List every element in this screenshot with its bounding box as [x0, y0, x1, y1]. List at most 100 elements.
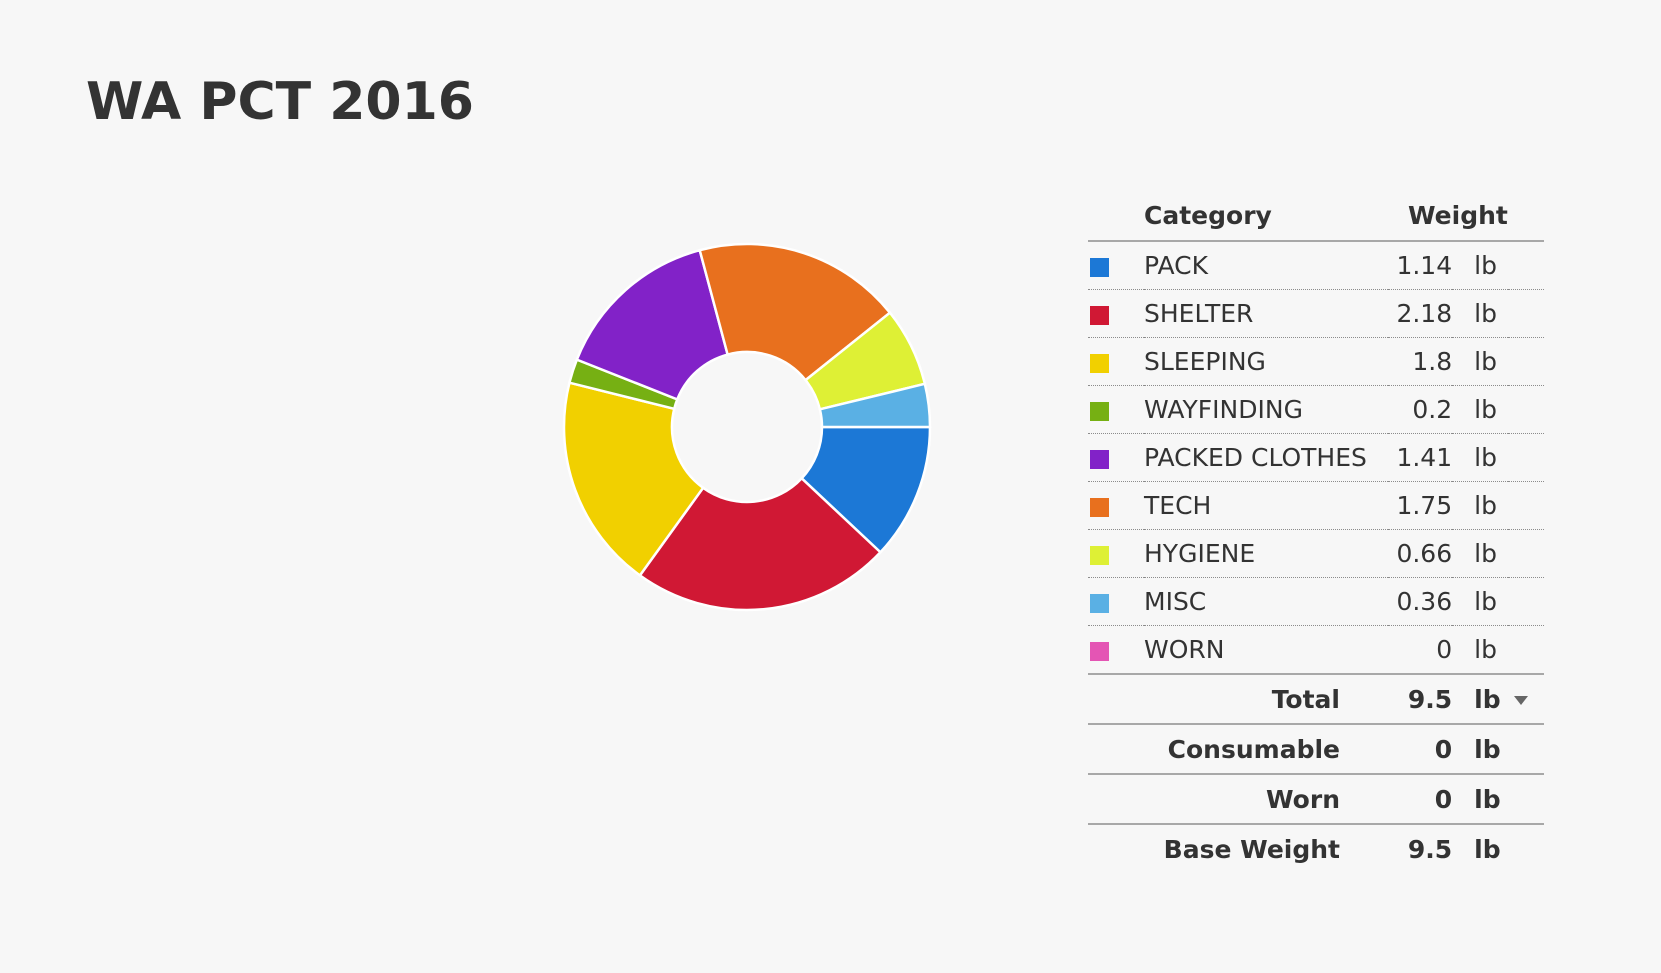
base-weight-spacer: [1508, 824, 1544, 873]
worn-label: Worn: [1088, 774, 1388, 825]
category-weight-unit: lb: [1452, 481, 1508, 530]
category-weight-unit: lb: [1452, 337, 1508, 386]
base-weight-row: Base Weight 9.5 lb: [1088, 824, 1544, 873]
category-weight-value: 0: [1388, 625, 1453, 675]
category-swatch-cell: [1088, 289, 1144, 338]
category-swatch-cell: [1088, 337, 1144, 386]
consumable-value: 0: [1388, 724, 1453, 775]
category-row: PACKED CLOTHES 1.41 lb: [1088, 433, 1544, 482]
total-label: Total: [1088, 674, 1388, 725]
category-weight-value: 1.14: [1388, 241, 1453, 290]
category-weight-unit: lb: [1452, 241, 1508, 290]
category-row-spacer: [1508, 385, 1544, 434]
category-weight-unit: lb: [1452, 625, 1508, 675]
donut-slice-pack[interactable]: [800, 425, 932, 554]
category-name: SLEEPING: [1144, 337, 1388, 386]
category-row-spacer: [1508, 625, 1544, 675]
chevron-down-icon[interactable]: [1514, 696, 1528, 705]
category-weight-value: 2.18: [1388, 289, 1453, 338]
category-row-spacer: [1508, 241, 1544, 290]
donut-slice-tech[interactable]: [698, 242, 892, 382]
category-row: WORN 0 lb: [1088, 625, 1544, 675]
category-name: PACK: [1144, 241, 1388, 290]
category-swatch-cell: [1088, 241, 1144, 290]
category-name: SHELTER: [1144, 289, 1388, 338]
category-swatch-cell: [1088, 625, 1144, 675]
category-weight-value: 1.41: [1388, 433, 1453, 482]
base-weight-label: Base Weight: [1163, 834, 1340, 864]
category-row-spacer: [1508, 337, 1544, 386]
base-weight-unit: lb: [1474, 834, 1501, 864]
weight-donut-chart: [547, 227, 947, 627]
category-row: TECH 1.75 lb: [1088, 481, 1544, 530]
consumable-unit: lb: [1452, 724, 1508, 775]
total-row: Total 9.5 lb: [1088, 674, 1544, 725]
category-name: WORN: [1144, 625, 1388, 675]
total-unit: lb: [1452, 674, 1508, 725]
category-name: HYGIENE: [1144, 529, 1388, 578]
category-row-spacer: [1508, 577, 1544, 626]
summary-rows: Total 9.5 lb Consumable 0 lb Worn 0 lb B…: [1088, 674, 1544, 873]
category-swatch-cell: [1088, 577, 1144, 626]
category-row-spacer: [1508, 433, 1544, 482]
category-weight-value: 0.36: [1388, 577, 1453, 626]
category-weight-unit: lb: [1452, 385, 1508, 434]
base-weight-value: 9.5: [1407, 834, 1453, 864]
category-swatch-cell: [1088, 529, 1144, 578]
total-unit-dropdown[interactable]: [1508, 674, 1544, 725]
worn-spacer: [1508, 774, 1544, 825]
category-row-spacer: [1508, 289, 1544, 338]
category-row: HYGIENE 0.66 lb: [1088, 529, 1544, 578]
category-color-swatch: [1090, 401, 1109, 421]
category-color-swatch: [1090, 257, 1109, 277]
category-name: TECH: [1144, 481, 1388, 530]
category-weight-unit: lb: [1452, 289, 1508, 338]
total-value: 9.5: [1388, 674, 1453, 725]
table-header-row: Category Weight: [1088, 190, 1544, 242]
worn-value: 0: [1388, 774, 1453, 825]
donut-slice-sleeping[interactable]: [562, 381, 705, 577]
category-row: MISC 0.36 lb: [1088, 577, 1544, 626]
category-swatch-cell: [1088, 385, 1144, 434]
category-weight-value: 1.8: [1388, 337, 1453, 386]
category-color-swatch: [1090, 305, 1109, 325]
category-name: MISC: [1144, 577, 1388, 626]
category-row: SLEEPING 1.8 lb: [1088, 337, 1544, 386]
consumable-label: Consumable: [1088, 724, 1388, 775]
donut-slice-misc[interactable]: [818, 382, 932, 429]
category-color-swatch: [1090, 593, 1109, 613]
category-weight-value: 0.66: [1388, 529, 1453, 578]
worn-unit: lb: [1452, 774, 1508, 825]
category-name: PACKED CLOTHES: [1144, 433, 1388, 482]
category-weight-table: Category Weight PACK 1.14 lb SHELTER 2.18 lb S…: [1088, 190, 1544, 873]
weight-column-header: Weight: [1388, 190, 1508, 242]
category-row: WAYFINDING 0.2 lb: [1088, 385, 1544, 434]
category-column-header: Category: [1144, 190, 1388, 242]
category-color-swatch: [1090, 545, 1109, 565]
category-swatch-cell: [1088, 433, 1144, 482]
category-row: SHELTER 2.18 lb: [1088, 289, 1544, 338]
consumable-spacer: [1508, 724, 1544, 775]
page-title: WA PCT 2016: [86, 72, 474, 132]
category-weight-unit: lb: [1452, 577, 1508, 626]
arrow-column-header: [1508, 190, 1544, 242]
consumable-row: Consumable 0 lb: [1088, 724, 1544, 775]
category-weight-value: 0.2: [1388, 385, 1453, 434]
category-row: PACK 1.14 lb: [1088, 241, 1544, 290]
category-row-spacer: [1508, 481, 1544, 530]
category-color-swatch: [1090, 641, 1109, 661]
donut-slice-packed-clothes[interactable]: [575, 248, 729, 401]
category-name: WAYFINDING: [1144, 385, 1388, 434]
swatch-column-header: [1088, 190, 1144, 242]
donut-slice-shelter[interactable]: [638, 477, 882, 612]
category-rows: PACK 1.14 lb SHELTER 2.18 lb SLEEPING 1.8 lb WAYF…: [1088, 241, 1544, 675]
category-weight-unit: lb: [1452, 529, 1508, 578]
category-row-spacer: [1508, 529, 1544, 578]
category-weight-unit: lb: [1452, 433, 1508, 482]
category-color-swatch: [1090, 449, 1109, 469]
category-color-swatch: [1090, 353, 1109, 373]
worn-row: Worn 0 lb: [1088, 774, 1544, 825]
category-weight-value: 1.75: [1388, 481, 1453, 530]
donut-chart-svg: [562, 242, 932, 612]
category-color-swatch: [1090, 497, 1109, 517]
